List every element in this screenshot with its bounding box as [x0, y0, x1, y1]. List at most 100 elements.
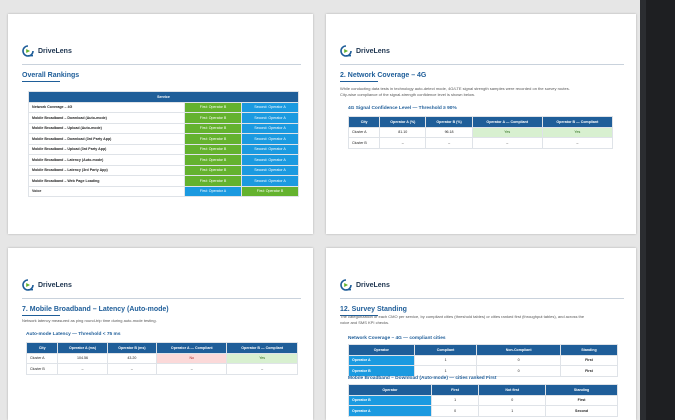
title-underline: [22, 315, 60, 316]
second-rank-cell: Second: Operator A: [241, 133, 299, 145]
first-rank-cell: First: Operator A: [184, 185, 242, 197]
header-rule: [22, 298, 301, 299]
table-cell: No: [156, 352, 228, 364]
table-cell: Cluster A: [347, 126, 381, 138]
table-row: Cluster A 81.10 96.18 Yes Yes: [347, 126, 614, 138]
brand-name: DriveLens: [38, 281, 72, 289]
column-header: Operator B (%): [425, 116, 473, 128]
title-underline: [340, 81, 378, 82]
table-cell: Yes: [226, 352, 298, 364]
second-rank-cell: Second: Operator A: [241, 154, 299, 166]
table-subtitle: Auto-mode Latency — Threshold < 75 ms: [26, 332, 121, 337]
table-cell: Second: [545, 405, 618, 417]
first-rank-cell: First: Operator B: [184, 112, 242, 124]
page-title: 7. Mobile Broadband – Latency (Auto-mode…: [22, 306, 169, 313]
column-header: Compliant: [413, 344, 478, 356]
service-cell: Mobile Broadband – Download (Auto-mode): [28, 112, 185, 124]
table-cell: –: [541, 137, 614, 149]
table-row: Cluster A 104.56 43.20 No Yes: [25, 352, 298, 364]
table-row: Network Coverage – 4G First: Operator B Se…: [28, 101, 299, 113]
table-row: Mobile Broadband – Upload (3rd Party App…: [28, 143, 299, 155]
first-rank-cell: First: Operator B: [184, 143, 242, 155]
table-cell: 1: [478, 405, 547, 417]
table-row: Mobile Broadband – Upload (Auto-mode) Fir…: [28, 122, 299, 134]
column-header: Not first: [478, 384, 547, 396]
first-rank-cell: First: Operator B: [184, 122, 242, 134]
table-cell: Yes: [541, 126, 614, 138]
table-cell: 81.10: [379, 126, 427, 138]
standing-coverage-table: Operator Compliant Non-Compliant Standing O…: [348, 344, 619, 377]
table-cell: 1: [430, 394, 480, 406]
table-cell: Cluster B: [347, 137, 381, 149]
page-title: 2. Network Coverage – 4G: [340, 72, 427, 79]
title-underline: [340, 315, 378, 316]
document-page-1: DriveLens Overall Rankings Service Netwo…: [8, 14, 313, 234]
table-cell: 104.56: [57, 352, 108, 364]
page-title: 12. Survey Standing: [340, 306, 407, 313]
table-cell: –: [471, 137, 543, 149]
column-header: Operator: [348, 344, 415, 356]
column-header: Operator A — Compliant: [471, 116, 543, 128]
table-cell: Operator A: [348, 354, 415, 366]
drivelens-logo-icon: [22, 279, 34, 291]
table-cell: 0: [478, 394, 547, 406]
document-page-2: DriveLens 2. Network Coverage – 4G While…: [326, 14, 636, 234]
table-cell: Cluster A: [25, 352, 59, 364]
brand-name: DriveLens: [38, 47, 72, 55]
page-title: Overall Rankings: [22, 72, 80, 79]
first-rank-cell: First: Operator B: [184, 154, 242, 166]
first-rank-cell: First: Operator B: [184, 133, 242, 145]
viewer-scrollbar-track[interactable]: [640, 0, 675, 420]
service-cell: Network Coverage – 4G: [28, 101, 185, 113]
column-header: Non-Compliant: [476, 344, 561, 356]
column-header: Standing: [559, 344, 619, 356]
second-rank-cell: Second: Operator A: [241, 122, 299, 134]
header-rule: [340, 298, 624, 299]
table-cell: 43.20: [106, 352, 158, 364]
table-cell: 1: [413, 354, 478, 366]
brand-name: DriveLens: [356, 281, 390, 289]
first-rank-cell: First: Operator B: [184, 101, 242, 113]
column-header: City: [25, 342, 59, 354]
document-page-3: DriveLens 7. Mobile Broadband – Latency …: [8, 248, 313, 420]
column-header: Operator B — Compliant: [226, 342, 298, 354]
table-row: Operator A 1 0 First: [348, 354, 619, 366]
column-header: Operator A (ms): [57, 342, 108, 354]
section-paragraph: Network latency measured as ping round-t…: [22, 318, 157, 323]
service-cell: Mobile Broadband – Latency (3rd Party Ap…: [28, 164, 185, 176]
table-cell: 1: [413, 365, 478, 377]
table-row: Cluster B – – – –: [347, 137, 614, 149]
first-rank-cell: First: Operator B: [184, 175, 242, 187]
section-paragraph: The categorization of each CMO per servi…: [340, 314, 585, 325]
overall-rankings-table: Service Network Coverage – 4G First: Oper…: [28, 91, 299, 197]
table-row: Operator B 1 0 First: [348, 394, 618, 406]
brand-logo: DriveLens: [22, 278, 72, 292]
service-cell: Mobile Broadband – Upload (Auto-mode): [28, 122, 185, 134]
second-rank-cell: First: Operator B: [241, 185, 299, 197]
viewer-side-panel: [646, 0, 675, 420]
second-rank-cell: Second: Operator A: [241, 143, 299, 155]
table-cell: –: [156, 363, 228, 375]
table-cell: 0: [430, 405, 480, 417]
table-cell: –: [226, 363, 298, 375]
table-row: Operator A 0 1 Second: [348, 405, 618, 417]
table-row: Mobile Broadband – Download (3rd Party A…: [28, 133, 299, 145]
service-cell: Mobile Broadband – Latency (Auto-mode): [28, 154, 185, 166]
table-cell: First: [559, 354, 619, 366]
header-rule: [22, 64, 301, 65]
standing-download-table: Operator First Not first Standing Operator …: [348, 384, 618, 417]
table-cell: First: [559, 365, 619, 377]
table-subtitle-2: Mobile Broadband – Download (Auto-mode) …: [348, 376, 497, 381]
table-row: Cluster B – – – –: [25, 363, 298, 375]
coverage-table: City Operator A (%) Operator B (%) Operator…: [347, 116, 614, 149]
document-page-4: DriveLens 12. Survey Standing The catego…: [326, 248, 636, 420]
column-header: Operator A (%): [379, 116, 427, 128]
service-cell: Mobile Broadband – Web Page Loading: [28, 175, 185, 187]
table-subtitle: 4G Signal Confidence Level — Threshold ≥…: [348, 106, 457, 111]
brand-logo: DriveLens: [22, 44, 72, 58]
first-rank-cell: First: Operator B: [184, 164, 242, 176]
table-cell: Operator B: [348, 365, 415, 377]
column-header: Operator A — Compliant: [156, 342, 228, 354]
table-row: Mobile Broadband – Latency (3rd Party Ap…: [28, 164, 299, 176]
column-header: Operator B (ms): [106, 342, 158, 354]
